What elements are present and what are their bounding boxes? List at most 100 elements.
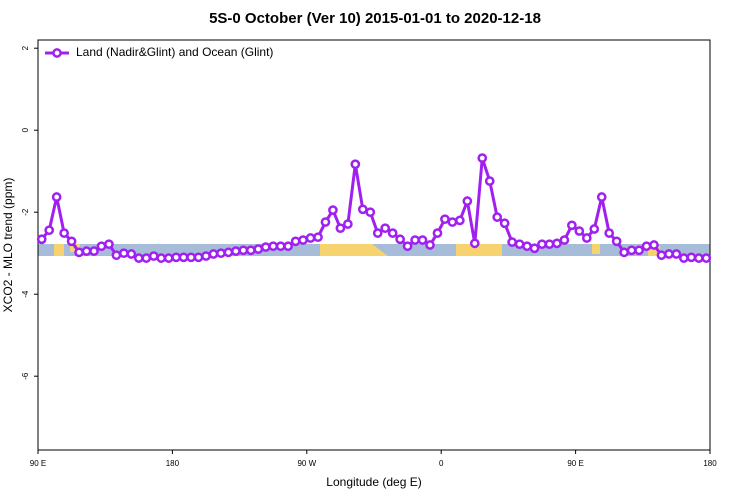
data-point — [268, 241, 279, 252]
data-point — [298, 235, 308, 245]
data-point — [133, 253, 144, 263]
data-point — [447, 217, 458, 227]
data-point — [701, 253, 712, 263]
data-point — [626, 245, 637, 256]
data-point — [328, 205, 338, 215]
data-point — [81, 246, 92, 256]
data-point — [89, 246, 99, 256]
data-point — [104, 239, 114, 250]
data-point — [559, 235, 570, 245]
x-axis-label: Longitude (deg E) — [326, 475, 421, 489]
data-point — [604, 228, 615, 238]
data-point — [455, 215, 465, 226]
data-point — [641, 241, 652, 252]
data-point — [484, 176, 495, 186]
data-point — [74, 247, 84, 258]
data-point — [514, 239, 525, 250]
y-tick-label: 2 — [21, 45, 30, 50]
y-tick-label: -2 — [21, 208, 30, 216]
data-point — [305, 233, 316, 243]
y-tick-label: -6 — [21, 372, 30, 380]
data-point — [223, 247, 234, 258]
data-point — [260, 242, 271, 252]
data-point — [365, 207, 376, 218]
x-tick-label: 90 W — [297, 459, 316, 468]
data-point — [156, 253, 167, 263]
data-point — [216, 248, 226, 259]
data-point — [574, 226, 585, 236]
data-point — [253, 244, 264, 254]
x-tick-label: 0 — [439, 459, 444, 468]
data-point — [231, 246, 241, 256]
data-point — [66, 236, 77, 247]
data-point — [537, 239, 547, 250]
data-point — [664, 249, 674, 259]
data-point — [320, 217, 331, 227]
y-axis-label: XCO2 - MLO trend (ppm) — [1, 178, 15, 313]
data-point — [171, 252, 181, 263]
data-point — [245, 245, 256, 256]
data-point — [529, 243, 540, 254]
data-point — [141, 253, 152, 263]
legend-marker — [52, 48, 62, 58]
data-line — [40, 157, 707, 260]
legend-label: Land (Nadir&Glint) and Ocean (Glint) — [76, 45, 273, 59]
data-point — [634, 245, 644, 256]
data-point — [275, 241, 286, 252]
plot-frame — [37, 39, 711, 451]
y-tick-label: -4 — [21, 290, 30, 298]
x-tick-label: 180 — [166, 459, 180, 468]
data-point — [290, 236, 301, 247]
data-point — [649, 240, 659, 250]
data-point — [544, 239, 555, 250]
data-point — [387, 228, 398, 238]
data-point — [567, 220, 577, 231]
data-point — [96, 241, 107, 252]
data-point — [410, 235, 420, 245]
data-point — [552, 238, 562, 249]
x-tick-label: 180 — [703, 459, 717, 468]
data-point — [372, 228, 383, 238]
data-point — [462, 196, 473, 206]
data-point — [425, 240, 435, 250]
data-point — [208, 249, 219, 259]
data-point — [671, 249, 682, 259]
data-point — [693, 253, 704, 263]
data-point — [432, 228, 443, 238]
data-point — [163, 253, 174, 263]
data-point — [395, 234, 405, 245]
data-point — [119, 248, 129, 259]
data-point — [477, 153, 488, 163]
data-point — [440, 214, 450, 225]
data-point — [402, 241, 413, 252]
data-point — [522, 241, 532, 252]
data-point — [186, 252, 196, 263]
data-point — [499, 218, 510, 229]
data-point — [350, 159, 361, 170]
data-point — [469, 238, 480, 249]
chart-title: 5S-0 October (Ver 10) 2015-01-01 to 2020… — [209, 10, 541, 27]
data-point — [380, 223, 391, 234]
data-point — [357, 204, 368, 215]
data-point — [178, 252, 189, 263]
data-point — [589, 224, 600, 234]
data-point — [148, 251, 159, 261]
data-point — [581, 233, 592, 243]
data-point — [44, 225, 55, 236]
data-point — [238, 245, 249, 256]
data-point — [686, 252, 697, 263]
data-point — [417, 235, 428, 245]
data-point — [611, 236, 622, 247]
x-tick-label: 90 E — [567, 459, 583, 468]
data-point — [126, 249, 137, 259]
data-point — [596, 192, 607, 202]
data-point — [111, 250, 122, 261]
data-point — [193, 252, 204, 263]
data-point — [283, 241, 293, 252]
data-point — [335, 223, 346, 234]
x-tick-label: 90 E — [30, 459, 46, 468]
y-tick-label: 0 — [21, 127, 30, 132]
data-point — [507, 237, 517, 247]
data-point — [59, 228, 69, 238]
